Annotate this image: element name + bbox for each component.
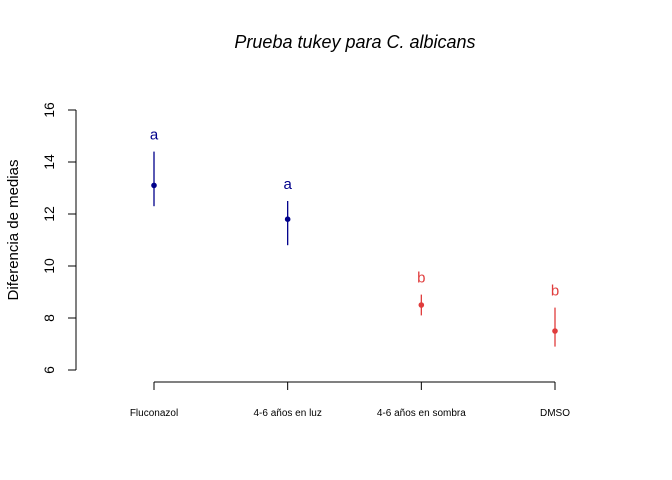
y-tick-label: 16 xyxy=(41,102,57,118)
y-axis-ticks: 6 8 10 12 14 16 xyxy=(41,102,76,374)
y-axis-label: Diferencia de medias xyxy=(5,160,22,301)
group-letter: a xyxy=(283,176,292,193)
x-tick-label: Fluconazol xyxy=(130,408,178,419)
group-letter: b xyxy=(551,283,559,300)
data-points: a a b b xyxy=(150,127,559,347)
y-tick-label: 10 xyxy=(41,258,57,274)
data-point xyxy=(284,216,291,222)
x-tick-label: 4-6 años en sombra xyxy=(377,408,466,419)
x-tick-label: 4-6 años en luz xyxy=(253,408,321,419)
group-letter: a xyxy=(150,127,159,144)
data-point xyxy=(552,328,558,334)
chart-title: Prueba tukey para C. albicans xyxy=(234,32,475,52)
data-point xyxy=(418,302,425,308)
y-tick-label: 14 xyxy=(41,154,57,170)
x-tick-label: DMSO xyxy=(540,408,570,419)
data-point xyxy=(151,182,157,189)
group-letter: b xyxy=(417,270,425,287)
y-tick-label: 12 xyxy=(41,206,57,222)
y-tick-label: 6 xyxy=(41,366,57,374)
y-tick-label: 8 xyxy=(41,314,57,322)
x-axis-ticks: Fluconazol 4-6 años en luz 4-6 años en som… xyxy=(130,382,570,419)
